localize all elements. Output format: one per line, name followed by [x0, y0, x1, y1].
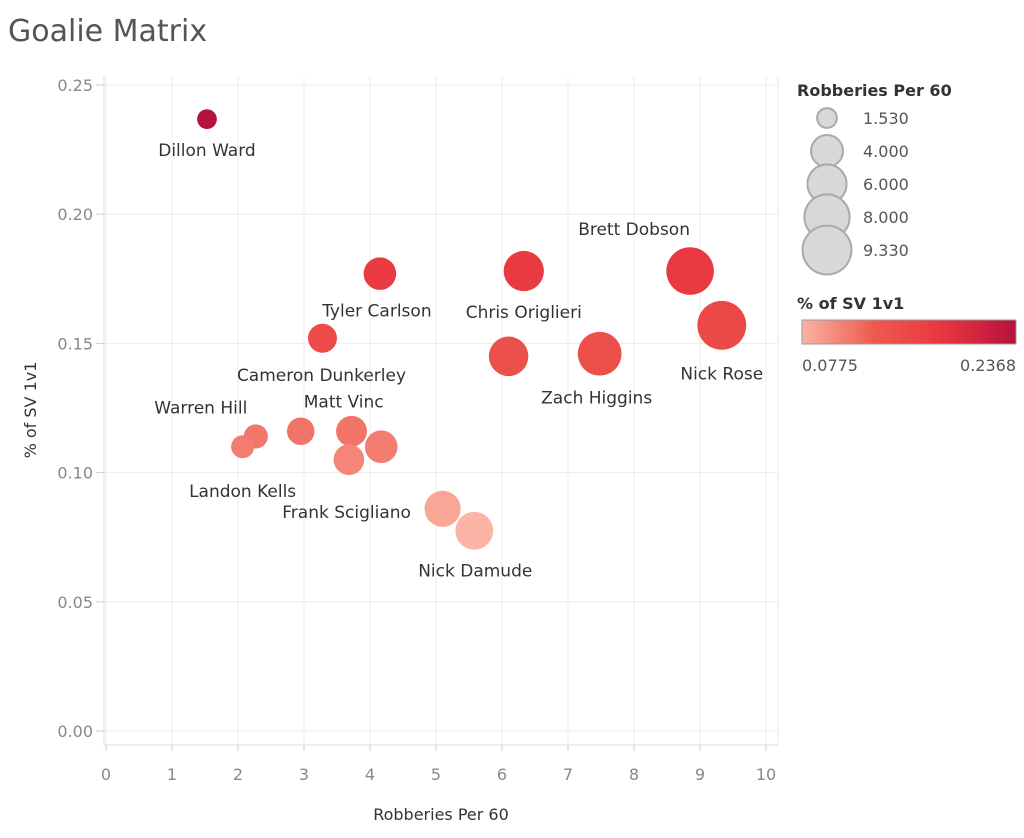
data-point [307, 323, 337, 353]
color-legend: % of SV 1v1 0.0775 0.2368 [797, 294, 1017, 375]
point-label: Frank Scigliano [282, 503, 411, 523]
size-legend: Robberies Per 60 1.530 4.000 6.000 8.000 9.3… [797, 81, 952, 276]
data-point [697, 300, 747, 350]
y-tick-label: 0.00 [57, 722, 93, 741]
axes: 0 1 2 3 4 5 6 7 8 9 10 0.00 0.05 0.10 0.15 0.20 0.25 [57, 76, 779, 784]
x-tick-label: 1 [167, 765, 177, 784]
color-legend-title: % of SV 1v1 [797, 294, 904, 313]
point-labels: Dillon Ward Tyler Carlson Chris Origlieri B… [154, 141, 763, 582]
x-tick-label: 3 [299, 765, 309, 784]
data-point [336, 415, 367, 447]
x-tick-label: 0 [101, 765, 111, 784]
x-tick-label: 7 [563, 765, 573, 784]
point-label: Tyler Carlson [321, 302, 431, 322]
size-legend-label: 4.000 [863, 142, 909, 161]
x-tick-label: 8 [629, 765, 639, 784]
color-legend-max-label: 0.2368 [960, 356, 1016, 375]
data-point [666, 247, 714, 295]
size-legend-title: Robberies Per 60 [797, 81, 952, 100]
x-tick-label: 9 [695, 765, 705, 784]
y-axis-title: % of SV 1v1 [21, 362, 40, 459]
color-legend-bar [801, 319, 1017, 345]
color-legend-min-label: 0.0775 [802, 356, 858, 375]
point-label: Nick Rose [680, 364, 763, 384]
x-tick-label: 10 [756, 765, 776, 784]
point-label: Matt Vinc [304, 392, 384, 412]
point-label: Cameron Dunkerley [237, 366, 406, 386]
data-point [488, 336, 529, 377]
chart-title: Goalie Matrix [8, 14, 208, 49]
point-label: Zach Higgins [541, 389, 652, 409]
size-legend-label: 9.330 [863, 241, 909, 260]
size-legend-label: 6.000 [863, 175, 909, 194]
data-point [231, 435, 255, 459]
y-tick-label: 0.05 [57, 593, 93, 612]
data-point [333, 444, 365, 476]
data-point [363, 257, 397, 290]
data-points [197, 109, 747, 550]
data-point [577, 331, 622, 376]
size-legend-label: 8.000 [863, 208, 909, 227]
data-point [455, 511, 494, 550]
size-legend-label: 1.530 [863, 109, 909, 128]
x-axis-title: Robberies Per 60 [373, 805, 509, 824]
point-label: Dillon Ward [158, 141, 255, 161]
y-tick-label: 0.25 [57, 76, 93, 95]
data-point [197, 109, 217, 130]
point-label: Chris Origlieri [466, 303, 582, 323]
data-point [424, 490, 461, 527]
size-legend-swatch [816, 107, 838, 129]
y-tick-label: 0.10 [57, 464, 93, 483]
point-label: Brett Dobson [578, 220, 690, 240]
point-label: Nick Damude [418, 562, 532, 582]
x-tick-label: 5 [431, 765, 441, 784]
x-tick-label: 6 [497, 765, 507, 784]
y-tick-label: 0.20 [57, 205, 93, 224]
x-tick-label: 4 [365, 765, 375, 784]
point-label: Landon Kells [189, 482, 296, 502]
size-legend-swatch [810, 134, 844, 168]
data-point [364, 430, 398, 464]
grid [104, 76, 778, 745]
point-label: Warren Hill [154, 398, 247, 418]
size-legend-swatch [801, 224, 853, 276]
data-point [503, 250, 544, 292]
data-point [286, 417, 315, 445]
x-tick-label: 2 [233, 765, 243, 784]
y-tick-label: 0.15 [57, 334, 93, 353]
